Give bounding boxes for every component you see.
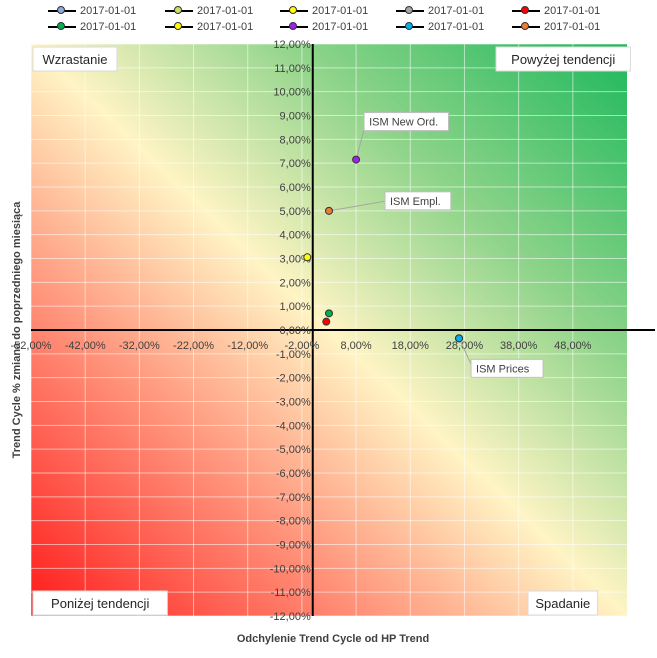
y-tick-label: -2,00% xyxy=(276,373,311,385)
y-tick-label: -6,00% xyxy=(276,468,311,480)
legend-marker-icon xyxy=(512,22,540,32)
legend-marker-icon xyxy=(165,22,193,32)
legend-item: 2017-01-01 xyxy=(396,4,484,18)
y-tick-label: 5,00% xyxy=(280,206,311,218)
legend-label: 2017-01-01 xyxy=(197,5,254,17)
legend-item: 2017-01-01 xyxy=(512,20,600,34)
quadrant-label-bottom-right-box xyxy=(527,590,599,616)
legend-marker-icon xyxy=(280,22,308,32)
legend-marker-icon xyxy=(48,6,76,16)
y-tick-label: 11,00% xyxy=(274,63,311,75)
y-tick-label: -10,00% xyxy=(270,563,311,575)
y-tick-label: 3,00% xyxy=(280,254,311,266)
y-tick-label: 2,00% xyxy=(280,277,311,289)
legend-marker-icon xyxy=(280,6,308,16)
legend-label: 2017-01-01 xyxy=(544,5,601,17)
y-tick-label: 8,00% xyxy=(280,134,311,146)
quadrant-label-top-left: Wzrastanie xyxy=(42,52,107,67)
legend-label: 2017-01-01 xyxy=(428,21,485,33)
legend-item: 2017-01-01 xyxy=(165,20,253,34)
quadrant-label-bottom-right: Spadanie xyxy=(535,596,590,611)
data-point xyxy=(325,206,333,215)
legend-item: 2017-01-01 xyxy=(512,4,600,18)
data-label: ISM New Ord. xyxy=(369,117,438,129)
data-labels: ISM Prices ISM New Ord. ISM Empl. xyxy=(363,112,544,378)
x-tick-label: 8,00% xyxy=(340,340,371,352)
legend-marker-icon xyxy=(165,6,193,16)
legend-label: 2017-01-01 xyxy=(80,5,137,17)
leader-line xyxy=(328,200,388,212)
y-tick-label: 0,00% xyxy=(280,325,311,337)
y-tick-label: 6,00% xyxy=(280,182,311,194)
legend-item: 2017-01-01 xyxy=(48,20,136,34)
y-tick-label: -5,00% xyxy=(276,444,311,456)
legend-label: 2017-01-01 xyxy=(197,21,254,33)
y-tick-label: 4,00% xyxy=(280,230,311,242)
tick-labels: 12,00% 11,00% 10,00% 9,00% 8,00% 7,00% 6,00% 5,… xyxy=(11,39,592,623)
data-points xyxy=(303,155,464,343)
legend-label: 2017-01-01 xyxy=(312,21,369,33)
y-tick-label: -11,00% xyxy=(271,587,311,599)
data-point xyxy=(352,155,361,164)
y-tick-label: -12,00% xyxy=(270,611,311,623)
data-label-box xyxy=(384,191,452,211)
quadrant-label-top-left-box xyxy=(32,46,118,72)
x-tick-label: 48,00% xyxy=(554,340,592,352)
quadrant-label-bottom-left: Poniżej tendencji xyxy=(51,596,149,611)
x-tick-label: -22,00% xyxy=(173,340,214,352)
data-point xyxy=(322,317,331,326)
y-tick-label: -4,00% xyxy=(276,420,311,432)
legend-item: 2017-01-01 xyxy=(48,4,136,18)
legend-label: 2017-01-01 xyxy=(544,21,601,33)
y-tick-label: -9,00% xyxy=(276,540,311,552)
data-point xyxy=(303,253,312,262)
legend-marker-icon xyxy=(512,6,540,16)
x-tick-label: -2,00% xyxy=(284,340,319,352)
x-axis-title: Odchylenie Trend Cycle od HP Trend xyxy=(236,633,430,645)
quadrant-label-bottom-left-box xyxy=(32,590,168,616)
legend-marker-icon xyxy=(396,6,424,16)
x-tick-label: 38,00% xyxy=(500,340,538,352)
data-label-box xyxy=(363,112,449,132)
legend-marker-icon xyxy=(396,22,424,32)
y-tick-label: 1,00% xyxy=(280,301,311,313)
x-tick-label: -52,00% xyxy=(11,340,52,352)
data-label: ISM Empl. xyxy=(390,196,441,208)
legend-label: 2017-01-01 xyxy=(428,5,485,17)
x-tick-label: 18,00% xyxy=(392,340,430,352)
y-tick-label: 12,00% xyxy=(273,39,311,51)
y-tick-label: 7,00% xyxy=(280,158,311,170)
y-tick-label: -8,00% xyxy=(276,516,311,528)
data-label-box xyxy=(470,358,544,378)
y-tick-label: 10,00% xyxy=(273,87,311,99)
legend-label: 2017-01-01 xyxy=(80,21,137,33)
quadrant-label-top-right: Powyżej tendencji xyxy=(511,52,615,67)
legend-marker-icon xyxy=(48,22,76,32)
y-tick-label: 9,00% xyxy=(280,111,311,123)
legend-item: 2017-01-01 xyxy=(280,4,368,18)
quadrant-label-top-right-box xyxy=(495,46,631,72)
x-tick-label: -12,00% xyxy=(227,340,268,352)
legend-item: 2017-01-01 xyxy=(165,4,253,18)
quadrant-labels: Wzrastanie Powyżej tendencji Poniżej tende… xyxy=(32,46,631,616)
x-tick-label: -32,00% xyxy=(119,340,160,352)
axes xyxy=(31,44,655,616)
data-point xyxy=(455,334,464,343)
legend-label: 2017-01-01 xyxy=(312,5,369,17)
y-tick-label: -3,00% xyxy=(276,397,311,409)
legend-item: 2017-01-01 xyxy=(396,20,484,34)
y-axis-title: Trend Cycle % zmiana do poprzedniego mie… xyxy=(11,201,23,459)
y-tick-label: -1,00% xyxy=(276,349,311,361)
data-point xyxy=(325,309,333,318)
legend: 2017-01-01 2017-01-01 2017-01-01 2017-01-01… xyxy=(0,0,657,40)
legend-item: 2017-01-01 xyxy=(280,20,368,34)
data-label: ISM Prices xyxy=(476,363,530,375)
x-tick-label: -42,00% xyxy=(65,340,106,352)
y-tick-label: -7,00% xyxy=(276,492,311,504)
x-tick-label: 28,00% xyxy=(446,340,484,352)
